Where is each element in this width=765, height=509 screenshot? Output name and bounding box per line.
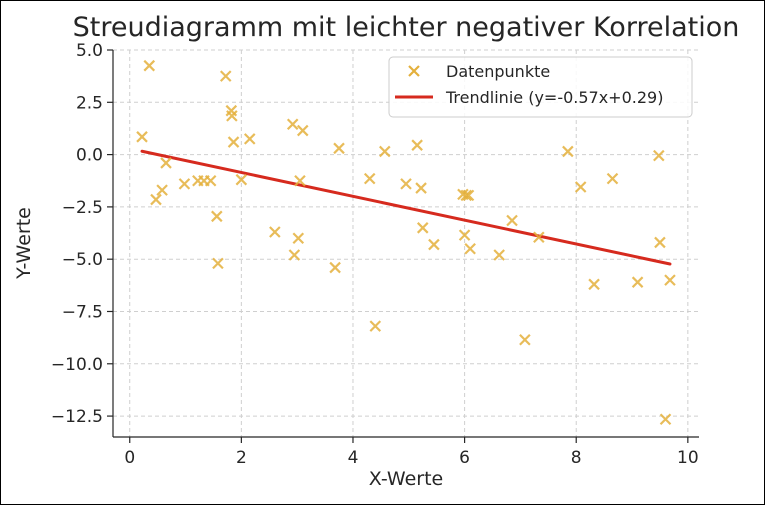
data-point-9 <box>211 210 223 223</box>
data-point-27 <box>379 145 391 158</box>
data-point-47 <box>653 149 665 162</box>
chart-title: Streudiagramm mit leichter negativer Kor… <box>73 12 740 43</box>
data-point-38 <box>493 249 505 261</box>
data-point-25 <box>363 172 376 185</box>
data-point-37 <box>464 242 476 255</box>
data-point-20 <box>292 232 305 245</box>
trend-line <box>140 149 672 266</box>
trend-layer <box>140 149 672 266</box>
data-point-50 <box>664 274 676 286</box>
data-point-44 <box>588 278 600 291</box>
data-point-8 <box>204 174 217 187</box>
y-tick-label-3: −2.5 <box>62 198 103 218</box>
x-tick-label-4: 8 <box>571 448 582 468</box>
x-tick-label-1: 2 <box>236 448 247 468</box>
data-point-17 <box>269 226 281 238</box>
legend-label-datenpunkte: Datenpunkte <box>446 62 550 81</box>
data-point-41 <box>533 231 545 244</box>
data-point-0 <box>136 131 148 143</box>
plot-axes <box>112 50 699 438</box>
data-point-29 <box>411 139 423 151</box>
x-axis-label: X-Werte <box>369 468 443 490</box>
data-point-46 <box>631 276 644 288</box>
y-tick-label-4: −5.0 <box>62 250 103 270</box>
data-point-31 <box>416 222 429 234</box>
data-point-43 <box>574 181 587 193</box>
data-point-2 <box>150 193 162 206</box>
legend-scatter-marker <box>408 65 420 77</box>
data-point-35 <box>460 189 473 202</box>
data-point-48 <box>654 236 666 249</box>
data-point-18 <box>286 118 299 131</box>
y-tick-label-2: 0.0 <box>76 146 103 166</box>
data-point-30 <box>415 182 427 194</box>
data-point-5 <box>178 178 191 190</box>
data-point-32 <box>428 238 440 251</box>
data-point-49 <box>659 413 672 425</box>
data-point-1 <box>143 59 156 72</box>
data-point-45 <box>606 172 619 185</box>
data-point-34 <box>458 229 471 241</box>
data-point-21 <box>294 174 306 187</box>
data-point-23 <box>329 261 341 274</box>
y-tick-label-7: −12.5 <box>51 407 103 427</box>
data-point-42 <box>562 145 574 158</box>
data-point-13 <box>226 110 238 122</box>
legend-label-trendlinie: Trendlinie (y=-0.57x+0.29) <box>445 88 663 107</box>
y-tick-label-6: −10.0 <box>51 355 103 375</box>
data-point-24 <box>333 142 345 155</box>
y-tick-label-0: 5.0 <box>76 41 103 61</box>
x-ticks: 0 2 4 6 8 10 <box>124 437 699 468</box>
data-points-layer <box>136 59 676 425</box>
y-ticks: 5.0 2.5 0.0 −2.5 −5.0 −7.5 −10.0 −12.5 <box>51 41 113 427</box>
data-point-36 <box>462 189 475 202</box>
data-point-40 <box>519 333 531 346</box>
x-tick-label-0: 0 <box>124 448 135 468</box>
data-point-22 <box>296 124 309 137</box>
data-point-15 <box>235 173 248 186</box>
y-tick-label-1: 2.5 <box>76 93 103 113</box>
data-point-14 <box>227 136 240 148</box>
data-point-10 <box>212 257 224 270</box>
data-point-26 <box>369 320 382 332</box>
data-point-16 <box>243 133 256 145</box>
legend-box <box>388 56 693 118</box>
data-point-3 <box>156 184 168 196</box>
legend-x-icon <box>408 65 420 77</box>
y-axis-label: Y-Werte <box>13 207 35 280</box>
data-point-4 <box>160 157 172 169</box>
legend: Datenpunkte Trendlinie (y=-0.57x+0.29) <box>388 56 693 118</box>
y-tick-label-5: −7.5 <box>62 302 103 322</box>
x-tick-label-3: 6 <box>459 448 470 468</box>
data-point-19 <box>288 249 301 261</box>
x-tick-label-5: 10 <box>677 448 699 468</box>
data-point-11 <box>219 70 232 82</box>
data-point-39 <box>506 214 518 227</box>
data-point-28 <box>400 178 412 190</box>
x-tick-label-2: 4 <box>348 448 359 468</box>
